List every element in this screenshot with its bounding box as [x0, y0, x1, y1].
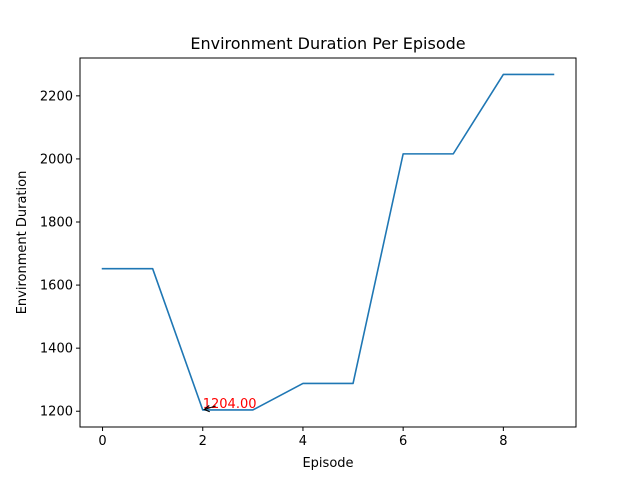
x-axis-label: Episode: [302, 456, 353, 471]
y-tick-label: 2000: [40, 152, 73, 167]
chart-title: Environment Duration Per Episode: [190, 34, 465, 53]
plot-area-frame: [79, 57, 577, 428]
annotation-layer: 1204.00: [203, 397, 257, 413]
y-axis-label: Environment Duration: [15, 171, 30, 315]
x-tick-label: 0: [98, 434, 106, 449]
y-tick-label: 1200: [40, 405, 73, 420]
y-tick-label: 1600: [40, 279, 73, 294]
x-tick-label: 6: [399, 434, 407, 449]
annotation-arrow: [203, 405, 216, 413]
x-tick-label: 2: [199, 434, 207, 449]
annotation-label: 1204.00: [203, 397, 257, 412]
y-tick-label: 1400: [40, 342, 73, 357]
series-line-0: [101, 73, 555, 411]
y-tick-label: 1800: [40, 216, 73, 231]
y-axis-ticks: 1200 1400 1600 1800 2000 2200: [40, 89, 80, 420]
x-tick-label: 8: [499, 434, 507, 449]
x-tick-label: 4: [299, 434, 307, 449]
series-lines: [101, 73, 555, 411]
y-tick-label: 2200: [40, 89, 73, 104]
x-axis-ticks: 0 2 4 6 8: [98, 427, 507, 449]
